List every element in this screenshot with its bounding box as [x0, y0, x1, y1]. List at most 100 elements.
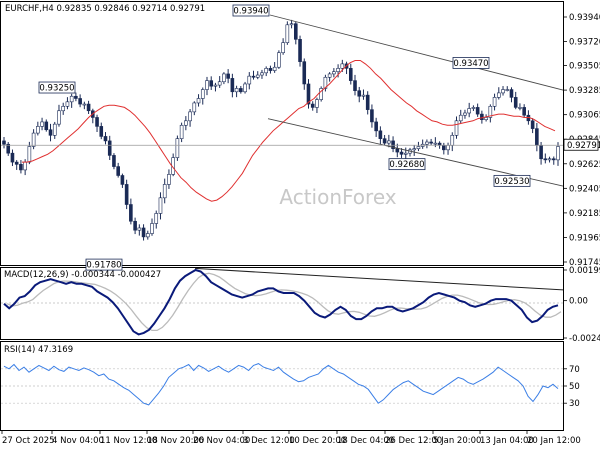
time-tick-label: 10 Dec 20:00	[289, 436, 346, 446]
rsi-tick-label: 50	[569, 382, 580, 392]
candle-body	[36, 126, 40, 134]
candle-body	[450, 135, 455, 146]
candle-body	[167, 174, 171, 185]
candle-body	[31, 132, 36, 147]
candle-body	[277, 52, 281, 68]
time-tick-label: 3 Dec 12:00	[243, 436, 295, 446]
candle-body	[184, 120, 188, 126]
rsi-title: RSI(14) 47.3169	[4, 345, 73, 355]
candle-body	[289, 23, 294, 26]
candle-body	[475, 107, 480, 115]
candle-body	[513, 97, 518, 108]
candle-body	[6, 143, 11, 154]
candle-body	[226, 73, 230, 79]
price-tick-label: 0.92625	[569, 160, 600, 170]
candle-body	[239, 88, 243, 93]
candle-body	[74, 95, 78, 99]
annotation-box	[232, 4, 270, 17]
candle-body	[319, 88, 323, 100]
candle-body	[69, 95, 74, 103]
candle-body	[260, 72, 264, 76]
candle-body	[65, 101, 70, 107]
candle-body	[52, 123, 57, 136]
candle-body	[340, 63, 345, 69]
time-tick-label: 5 Jan 20:00	[433, 436, 481, 446]
candle-body	[378, 130, 383, 139]
channel-lower-line	[267, 118, 564, 187]
macd-trendline	[194, 267, 564, 291]
price-tick-label: 0.93065	[569, 111, 600, 121]
candle-body	[145, 233, 150, 238]
price-tick-label: 0.93940	[569, 13, 600, 23]
candle-body	[543, 158, 548, 161]
annotation-box	[493, 174, 531, 187]
rsi-axis: 70 50 30	[1, 365, 580, 409]
candle-body	[213, 84, 218, 87]
candle-body	[298, 39, 302, 62]
candle-body	[327, 73, 332, 78]
macd-title: MACD(12,26,9) -0.000344 -0.000427	[4, 270, 161, 280]
trend-channel	[267, 14, 564, 187]
macd-panel-frame	[0, 267, 564, 340]
candle-body	[251, 75, 256, 78]
candle-body	[501, 89, 505, 94]
watermark: ActionForex	[279, 185, 396, 209]
time-tick-label: 13 Jan 04:00	[480, 436, 534, 446]
annotation-box	[38, 81, 76, 94]
candle-body	[315, 99, 319, 108]
candle-body	[124, 184, 129, 205]
candle-body	[467, 108, 471, 114]
candle-body	[429, 141, 433, 144]
candle-body	[332, 71, 336, 75]
candle-body	[230, 78, 235, 93]
time-tick-label: 26 Nov 04:00	[193, 436, 250, 446]
price-tick-label: 0.92405	[569, 184, 600, 194]
candle-body	[116, 166, 120, 176]
candle-body	[141, 227, 146, 238]
annotation-label: 0.91780	[86, 261, 121, 271]
candle-body	[323, 76, 328, 89]
annotation-box	[452, 57, 490, 69]
candle-body	[222, 73, 226, 83]
candle-body	[205, 80, 209, 90]
candle-body	[243, 83, 247, 93]
current-price-label: 0.92791	[567, 141, 600, 151]
macd-tick-label: 0.00	[569, 297, 588, 307]
candle-body	[2, 140, 6, 145]
price-tick-label: 0.91745	[569, 258, 600, 268]
candle-body	[129, 204, 133, 222]
candle-body	[442, 145, 446, 151]
price-tick-label: 0.93285	[569, 86, 600, 96]
candle-body	[137, 227, 142, 231]
annotation-label: 0.93940	[233, 7, 268, 17]
annotation-label: 0.92530	[494, 177, 529, 187]
macd-axis: 0.001998 0.00 -0.002434	[563, 266, 600, 344]
time-tick-label: 27 Oct 2025	[2, 436, 55, 446]
time-tick-label: 11 Nov 12:00	[100, 436, 157, 446]
annotation-label: 0.93250	[39, 84, 74, 94]
candle-body	[27, 146, 32, 163]
macd-tick-label: -0.002434	[569, 334, 600, 344]
candle-body	[310, 103, 315, 108]
channel-upper-line	[269, 14, 564, 91]
candle-body	[150, 223, 154, 234]
candle-body	[103, 136, 108, 142]
candle-body	[78, 98, 82, 105]
candle-body	[492, 97, 497, 107]
candle-body	[179, 124, 184, 139]
candle-body	[336, 68, 340, 72]
candle-body	[365, 94, 370, 110]
candle-body	[361, 94, 366, 97]
candle-body	[399, 151, 404, 155]
moving-average-line	[22, 60, 556, 202]
candle-body	[48, 129, 53, 136]
candle-body	[387, 140, 391, 144]
time-tick-label: 18 Dec 04:00	[337, 436, 394, 446]
candle-body	[133, 220, 137, 231]
candle-body	[255, 74, 260, 78]
candle-body	[522, 107, 526, 116]
current-price-tag: 0.92791	[563, 138, 600, 151]
macd-signal-line	[6, 272, 562, 332]
candle-body	[57, 110, 61, 125]
